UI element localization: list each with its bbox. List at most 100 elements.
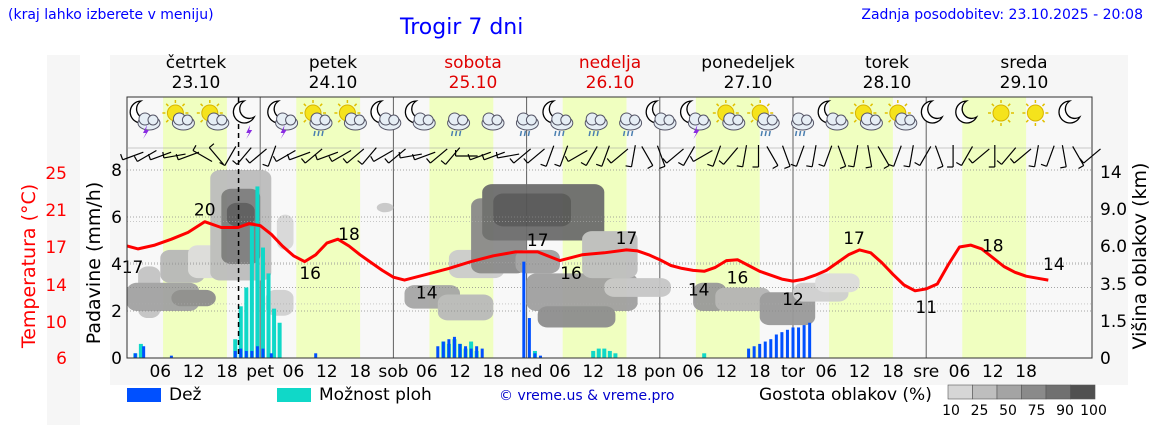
precip-axis-tick: 2 bbox=[111, 302, 122, 322]
cloud-density-scale: 10 25 50 75 90 100 bbox=[942, 384, 1107, 419]
legend-shower-label: Možnost ploh bbox=[319, 385, 432, 405]
day-header-thu: četrtek 23.10 bbox=[165, 53, 227, 93]
wind-barb bbox=[133, 149, 157, 163]
sunny-cloudy-rain-icon bbox=[300, 100, 333, 137]
wind-barb bbox=[192, 145, 213, 163]
night-clear-icon bbox=[920, 100, 944, 124]
sunny-cloudy-icon bbox=[712, 100, 746, 131]
wind-barb bbox=[120, 151, 144, 161]
shower-bar bbox=[591, 350, 596, 358]
night-clear-icon bbox=[955, 100, 979, 124]
temperature-label: 17 bbox=[527, 231, 549, 251]
temperature-label: 16 bbox=[560, 264, 582, 284]
x-tick-label: 12 bbox=[582, 362, 604, 382]
wind-barb bbox=[968, 148, 990, 164]
cloud-height-tick: 6.0 bbox=[1100, 237, 1127, 257]
wind-barb bbox=[147, 151, 172, 161]
copyright-link[interactable]: © vreme.us & vreme.pro bbox=[499, 388, 675, 404]
cloud-region bbox=[715, 287, 771, 311]
cloudy-showers-icon bbox=[447, 112, 471, 137]
wind-barb bbox=[245, 148, 267, 164]
location-hint[interactable]: (kraj lahko izberete v meniju) bbox=[8, 7, 214, 23]
wind-barb bbox=[272, 149, 296, 163]
x-tick-label: pet bbox=[246, 362, 274, 382]
daylight-band bbox=[829, 97, 893, 358]
wind-barb bbox=[656, 145, 666, 169]
temp-axis-tick: 25 bbox=[45, 164, 67, 184]
density-level-label: 25 bbox=[971, 403, 989, 419]
wind-barb bbox=[718, 147, 739, 165]
temp-axis-tick: 10 bbox=[45, 313, 67, 333]
wind-barb bbox=[411, 151, 436, 161]
temperature-line bbox=[126, 220, 1049, 293]
wind-barb bbox=[286, 151, 311, 161]
rain-bar bbox=[475, 346, 479, 358]
wind-barb bbox=[736, 145, 748, 168]
temp-axis-tick: 21 bbox=[45, 201, 67, 221]
shower-bar bbox=[238, 306, 243, 358]
x-tick-label: 12 bbox=[449, 362, 471, 382]
rain-bar bbox=[522, 261, 526, 358]
temperature-label: 14 bbox=[416, 283, 438, 303]
density-level-label: 50 bbox=[999, 403, 1017, 419]
plot-frame bbox=[126, 96, 1093, 359]
rain-bar bbox=[233, 350, 237, 358]
night-cloudy-icon bbox=[645, 100, 677, 131]
wind-barb bbox=[495, 151, 520, 159]
sunny-icon bbox=[1022, 100, 1049, 126]
wind-barb bbox=[1079, 148, 1101, 164]
temperature-label: 14 bbox=[1043, 255, 1065, 275]
rain-bar bbox=[780, 332, 784, 358]
night-clear-icon bbox=[1058, 100, 1082, 124]
night-cloudy-icon bbox=[370, 100, 402, 131]
wind-barb bbox=[564, 149, 588, 163]
wind-barb bbox=[509, 148, 532, 164]
x-tick-label: 18 bbox=[882, 362, 904, 382]
cloudy-rain-icon bbox=[515, 112, 539, 137]
wind-barb bbox=[790, 145, 805, 167]
legend-rain-swatch bbox=[127, 388, 161, 402]
shower-bar bbox=[702, 353, 707, 358]
wind-barb bbox=[956, 146, 974, 167]
day-header-sat: sobota 25.10 bbox=[444, 53, 502, 93]
cloudy-rain-icon bbox=[791, 112, 815, 137]
sunny-cloudy-icon bbox=[162, 100, 195, 131]
wind-barb bbox=[678, 146, 696, 167]
density-swatch bbox=[996, 384, 1022, 400]
wind-barb bbox=[606, 148, 629, 164]
rain-bar bbox=[142, 346, 146, 358]
precip-axis-tick: 6 bbox=[111, 208, 122, 228]
x-tick-label: 06 bbox=[149, 362, 171, 382]
x-tick-label: 12 bbox=[849, 362, 871, 382]
x-tick-label: 18 bbox=[482, 362, 504, 382]
day-header-mon: ponedeljek 27.10 bbox=[701, 53, 795, 93]
cloud-region bbox=[437, 294, 494, 321]
temperature-label: 14 bbox=[688, 280, 710, 300]
density-level-label: 75 bbox=[1028, 403, 1046, 419]
rain-bar bbox=[458, 343, 462, 358]
cloud-height-tick: 3.5 bbox=[1100, 275, 1127, 295]
wind-barb bbox=[357, 147, 377, 165]
cloud-height-axis-label: Višina oblakov (km) bbox=[1129, 163, 1151, 350]
rain-bar bbox=[769, 339, 773, 358]
wind-barb bbox=[162, 151, 186, 159]
wind-barb bbox=[996, 147, 1017, 165]
rain-bar bbox=[464, 346, 468, 358]
wind-barb bbox=[662, 148, 684, 164]
x-tick-label: 06 bbox=[815, 362, 837, 382]
density-swatch bbox=[972, 384, 998, 400]
wind-barb bbox=[947, 145, 954, 168]
x-tick-label: sre bbox=[913, 362, 939, 382]
daylight-band bbox=[962, 97, 1027, 358]
wind-barb bbox=[1060, 145, 1067, 169]
wind-barb bbox=[300, 148, 323, 164]
rain-bar bbox=[533, 353, 537, 358]
wind-barb bbox=[865, 145, 873, 169]
precip-axis-tick: 4 bbox=[111, 255, 122, 275]
rain-bar bbox=[774, 334, 778, 358]
rain-bar bbox=[261, 348, 265, 358]
shower-bar bbox=[138, 343, 143, 358]
shower-bar bbox=[272, 308, 277, 358]
wind-barb bbox=[554, 145, 569, 167]
